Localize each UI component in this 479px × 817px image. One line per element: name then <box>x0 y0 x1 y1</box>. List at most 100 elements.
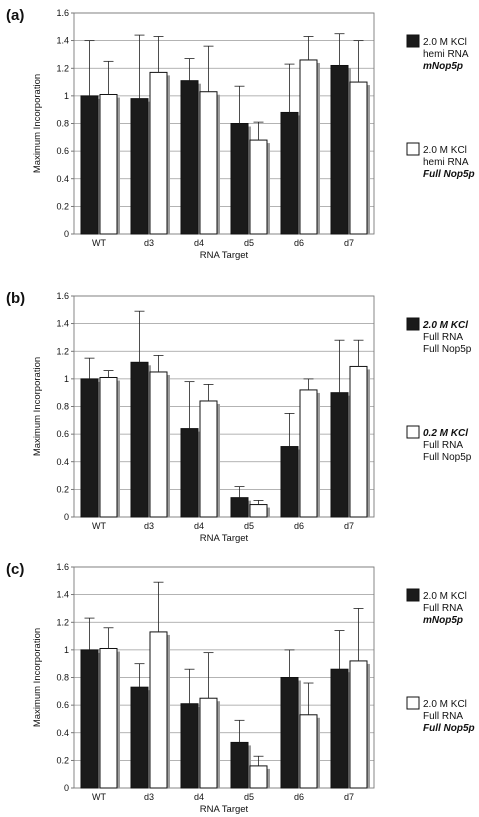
bar-d4-series-2 <box>199 400 218 518</box>
legend-label: hemi RNA <box>423 49 469 60</box>
legend-swatch-series-1 <box>406 317 420 331</box>
panel-label: (c) <box>6 561 24 578</box>
bar-WT-series-2 <box>99 93 118 235</box>
legend-label: Full Nop5p <box>423 723 475 734</box>
x-axis-title: RNA Target <box>200 533 249 544</box>
bar-d4-series-2 <box>199 697 218 789</box>
bar-d5-series-2 <box>249 504 268 518</box>
y-tick-label: 0.6 <box>56 146 69 156</box>
x-tick-label: d6 <box>294 238 304 248</box>
y-tick-label: 0.4 <box>56 174 69 184</box>
y-tick-label: 1.2 <box>56 617 69 627</box>
legend-label: 2.0 M KCl <box>422 320 468 331</box>
y-tick-label: 0.2 <box>56 484 69 494</box>
bar-d6-series-1 <box>280 677 299 789</box>
y-tick-label: 0.6 <box>56 429 69 439</box>
y-tick-label: 0.4 <box>56 728 69 738</box>
y-tick-label: 0.6 <box>56 700 69 710</box>
bar-WT-series-2 <box>99 376 118 518</box>
x-axis-title: RNA Target <box>200 250 249 261</box>
bar-d6-series-1 <box>280 111 299 235</box>
x-tick-label: d4 <box>194 792 204 802</box>
x-tick-label: d7 <box>344 521 354 531</box>
bar-d5-series-2 <box>249 139 268 235</box>
bar-d3-series-2 <box>149 631 168 789</box>
y-tick-label: 1.2 <box>56 346 69 356</box>
y-tick-label: 1 <box>64 645 69 655</box>
bar-d4-series-1 <box>180 428 199 518</box>
y-tick-label: 0 <box>64 783 69 793</box>
bar-d4-series-1 <box>180 703 199 789</box>
bar-d5-series-1 <box>230 497 249 518</box>
y-tick-label: 1 <box>64 91 69 101</box>
bar-d6-series-2 <box>299 714 318 789</box>
legend-label: Full RNA <box>423 711 463 722</box>
y-axis-title: Maximum Incorporation <box>32 628 43 727</box>
legend-label: Full RNA <box>423 332 463 343</box>
y-tick-label: 1.6 <box>56 8 69 18</box>
legend-label: Full RNA <box>423 603 463 614</box>
bar-d6-series-2 <box>299 59 318 235</box>
y-tick-label: 1.2 <box>56 63 69 73</box>
legend-label: mNop5p <box>423 615 463 626</box>
bar-d4-series-2 <box>199 91 218 235</box>
y-tick-label: 0.8 <box>56 402 69 412</box>
legend-label: 0.2 M KCl <box>423 428 468 439</box>
y-tick-label: 1.4 <box>56 319 69 329</box>
x-tick-label: d3 <box>144 792 154 802</box>
x-tick-label: d6 <box>294 792 304 802</box>
bar-d3-series-1 <box>130 686 149 789</box>
y-tick-label: 1.6 <box>56 291 69 301</box>
legend-label: Full RNA <box>423 440 463 451</box>
x-tick-label: d5 <box>244 521 254 531</box>
bar-d4-series-1 <box>180 80 199 235</box>
x-tick-label: WT <box>92 792 106 802</box>
x-tick-label: d7 <box>344 238 354 248</box>
bar-d7-series-2 <box>349 365 368 518</box>
bar-d7-series-1 <box>330 668 349 789</box>
bar-d5-series-1 <box>230 741 249 789</box>
legend-swatch-series-1 <box>406 34 420 48</box>
bar-WT-series-1 <box>80 378 99 518</box>
chart-panel-a: (a) 0 0.2 0.4 0.6 0.8 1 1.2 1.4 1.6 WT d3 d4 d5 d6 d7 RN… <box>6 7 475 261</box>
bar-WT-series-1 <box>80 95 99 235</box>
bar-d7-series-1 <box>330 64 349 235</box>
bar-d3-series-1 <box>130 361 149 518</box>
bar-WT-series-1 <box>80 649 99 789</box>
x-tick-label: d6 <box>294 521 304 531</box>
legend-swatch-series-2 <box>406 142 420 156</box>
x-tick-label: d3 <box>144 238 154 248</box>
legend-swatch-series-2 <box>406 425 420 439</box>
x-tick-label: d7 <box>344 792 354 802</box>
legend-label: 2.0 M KCl <box>423 145 467 156</box>
plot-area <box>73 12 375 235</box>
y-tick-label: 0 <box>64 229 69 239</box>
plot-area <box>73 566 375 789</box>
legend-label: 2.0 M KCl <box>423 699 467 710</box>
y-tick-label: 1.4 <box>56 590 69 600</box>
legend-swatch-series-2 <box>406 696 420 710</box>
bar-WT-series-2 <box>99 647 118 789</box>
bar-d3-series-2 <box>149 371 168 518</box>
bar-d6-series-2 <box>299 389 318 518</box>
legend-label: hemi RNA <box>423 157 469 168</box>
x-tick-label: d3 <box>144 521 154 531</box>
y-tick-label: 0.8 <box>56 673 69 683</box>
plot-area <box>73 295 375 518</box>
y-tick-label: 1.4 <box>56 36 69 46</box>
x-tick-label: d5 <box>244 238 254 248</box>
x-tick-label: d5 <box>244 792 254 802</box>
legend-label: Full Nop5p <box>423 452 472 463</box>
y-tick-label: 0.2 <box>56 755 69 765</box>
y-tick-label: 0.2 <box>56 201 69 211</box>
y-tick-label: 1 <box>64 374 69 384</box>
bar-d7-series-2 <box>349 660 368 789</box>
y-tick-label: 0.8 <box>56 119 69 129</box>
panel-label: (a) <box>6 7 24 24</box>
x-axis-title: RNA Target <box>200 804 249 815</box>
chart-panel-b: (b) 0 0.2 0.4 0.6 0.8 1 1.2 1.4 1.6 WT d3 d4 d5 d6 d7 RN… <box>6 290 472 544</box>
x-tick-label: WT <box>92 238 106 248</box>
y-axis-title: Maximum Incorporation <box>32 74 43 173</box>
panel-label: (b) <box>6 290 25 307</box>
